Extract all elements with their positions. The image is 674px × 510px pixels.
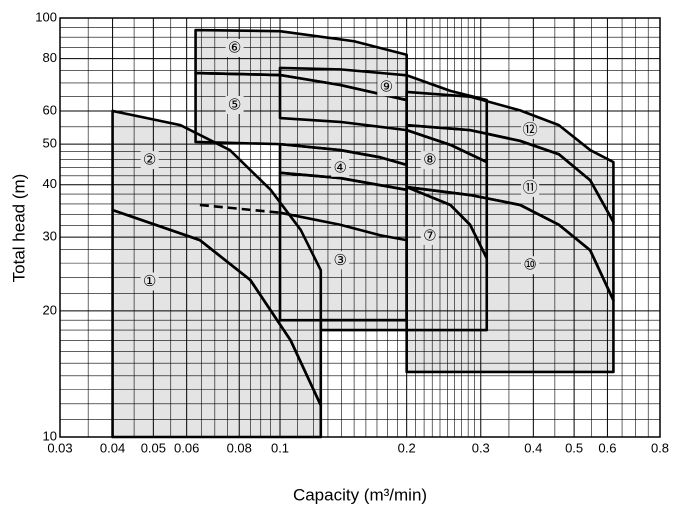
x-tick-label: 0.4	[524, 440, 542, 455]
label-bg	[331, 251, 350, 270]
label-bg	[420, 151, 439, 170]
curve	[279, 211, 407, 242]
region-label: ①	[143, 272, 156, 290]
label-bg	[140, 272, 159, 291]
label-bg	[225, 95, 244, 114]
label-bg	[377, 78, 396, 97]
x-tick-label: 0.6	[598, 440, 616, 455]
y-tick-label: 50	[43, 136, 57, 151]
label-bg	[420, 226, 439, 245]
x-tick-label: 0.03	[47, 440, 72, 455]
region-label: ⑩	[523, 256, 536, 274]
x-tick-label: 0.06	[174, 440, 199, 455]
x-tick-label: 0.2	[398, 440, 416, 455]
region-label: ⑪	[523, 178, 538, 196]
x-tick-label: 0.05	[141, 440, 166, 455]
region-label: ⑧	[423, 151, 436, 169]
y-tick-label: 80	[43, 50, 57, 65]
y-tick-label: 10	[43, 428, 57, 443]
y-tick-label: 20	[43, 302, 57, 317]
region-label: ⑤	[228, 95, 241, 113]
y-tick-label: 100	[35, 9, 57, 24]
y-axis-label: Total head (m)	[9, 174, 28, 283]
region-fill	[280, 172, 407, 321]
label-bg	[140, 151, 159, 170]
x-axis-label: Capacity (m³/min)	[293, 485, 427, 504]
x-tick-label: 0.1	[271, 440, 289, 455]
y-tick-label: 30	[43, 229, 57, 244]
x-tick-label: 0.8	[651, 440, 669, 455]
x-tick-label: 0.08	[227, 440, 252, 455]
x-tick-label: 0.5	[565, 440, 583, 455]
region-outline	[405, 90, 615, 224]
x-tick-label: 0.04	[100, 440, 125, 455]
region-label: ⑫	[523, 121, 538, 139]
x-tick-label: 0.3	[472, 440, 490, 455]
region-label: ⑨	[380, 78, 393, 96]
y-tick-label: 60	[43, 102, 57, 117]
label-bg	[521, 178, 540, 197]
label-bg	[521, 256, 540, 275]
label-bg	[331, 158, 350, 177]
region-outline	[111, 109, 323, 407]
region-label: ⑦	[423, 226, 436, 244]
region-outline	[194, 28, 408, 102]
region-label: ③	[333, 251, 346, 269]
label-bg	[521, 121, 540, 140]
region-fill	[112, 210, 321, 437]
region-label: ⑥	[228, 39, 241, 57]
region-label: ②	[143, 151, 156, 169]
plot-frame	[59, 17, 661, 438]
y-tick-label: 40	[43, 176, 57, 191]
region-fill	[406, 91, 614, 222]
label-bg	[225, 39, 244, 58]
region-label: ④	[333, 158, 346, 176]
region-fill	[406, 187, 614, 372]
region-fill	[406, 125, 614, 301]
